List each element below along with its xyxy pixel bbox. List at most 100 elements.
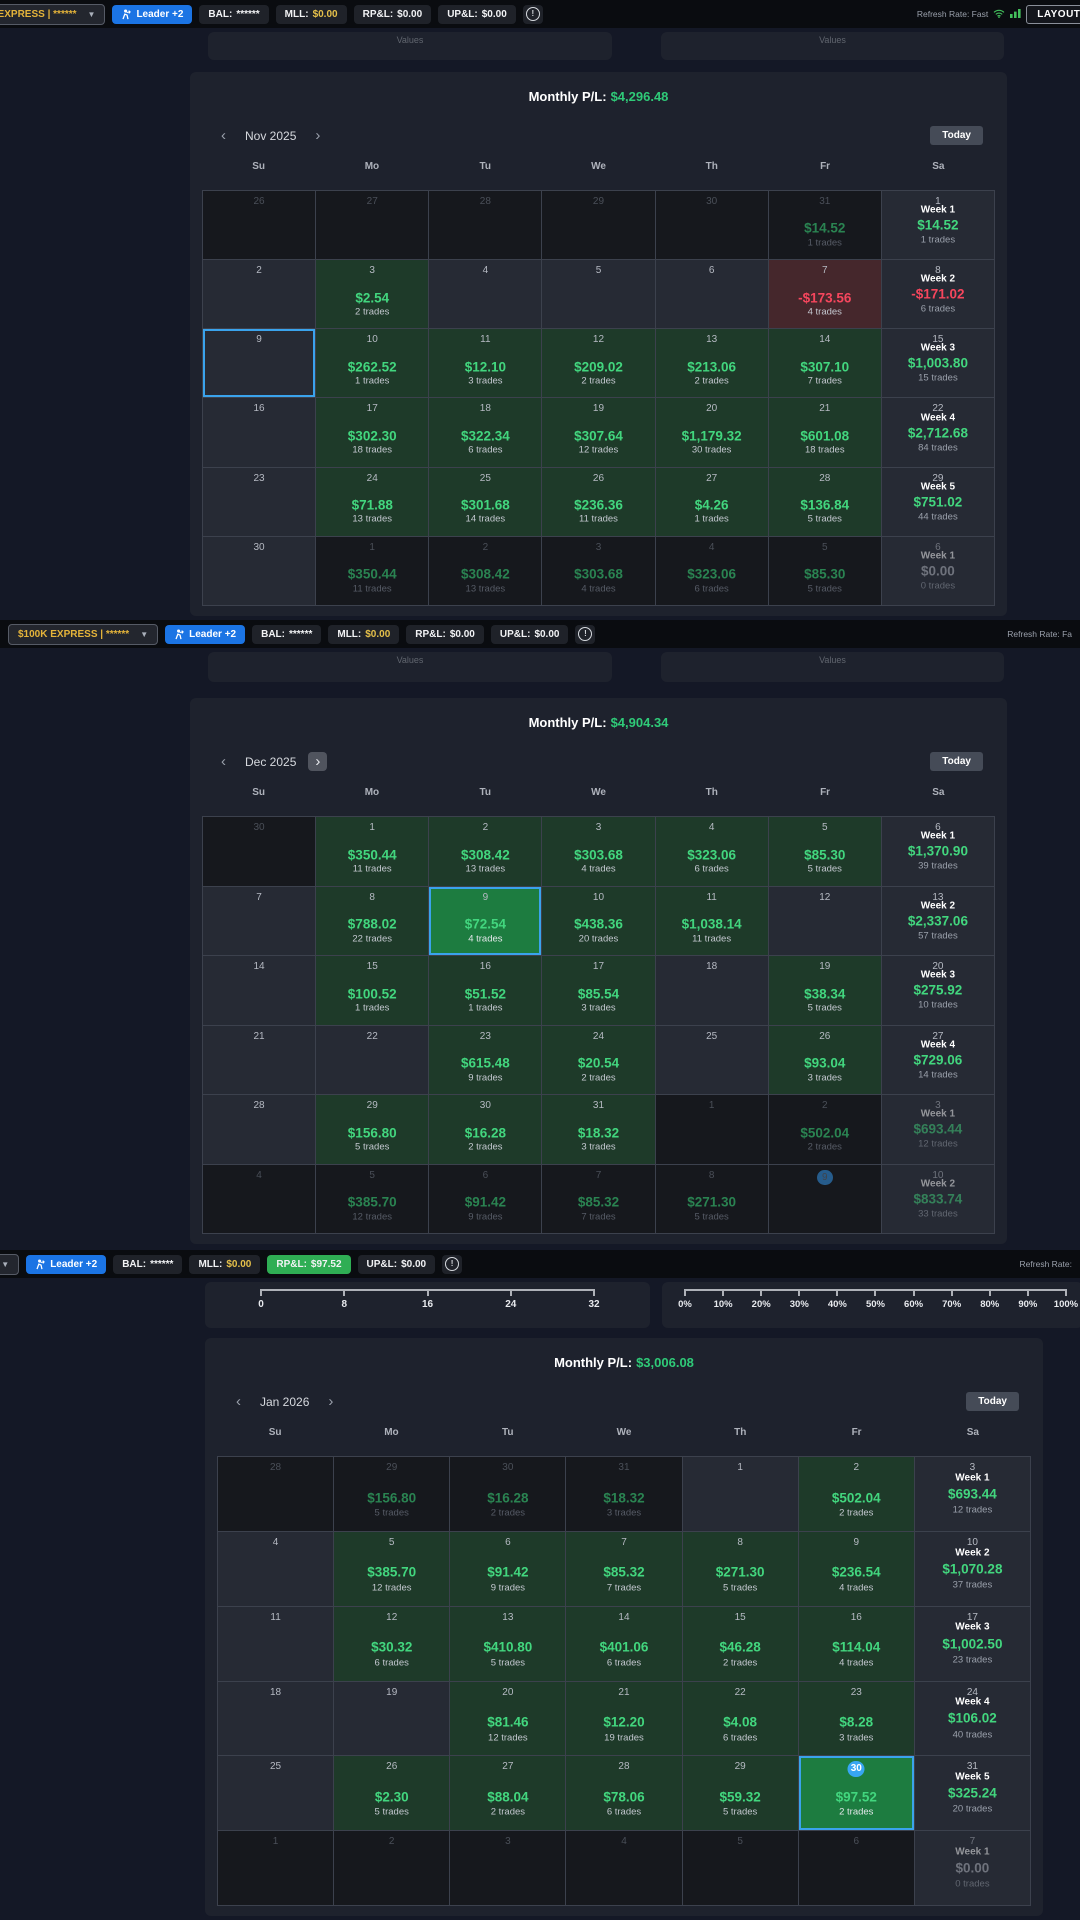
day-cell[interactable]: 29 $156.80 5 trades [334, 1457, 450, 1531]
day-cell[interactable]: 9 $72.54 4 trades [429, 886, 542, 955]
prev-month-button[interactable]: ‹ [236, 1393, 241, 1410]
day-cell[interactable]: 4 [203, 1164, 316, 1233]
day-cell[interactable]: 5 $85.30 5 trades [768, 817, 881, 886]
day-cell[interactable]: 31 $18.32 3 trades [566, 1457, 682, 1531]
day-cell[interactable]: 19 $38.34 5 trades [768, 956, 881, 1025]
leader-button[interactable]: Leader +2 [165, 624, 246, 644]
day-cell[interactable]: 4 $323.06 6 trades [655, 817, 768, 886]
day-cell[interactable]: 5 $385.70 12 trades [316, 1164, 429, 1233]
day-cell[interactable]: 18 $322.34 6 trades [429, 398, 542, 467]
day-cell[interactable]: 26 $93.04 3 trades [768, 1025, 881, 1094]
day-cell[interactable]: 9 [768, 1164, 881, 1233]
day-cell[interactable]: 30 $16.28 2 trades [450, 1457, 566, 1531]
day-cell[interactable]: 1 [218, 1831, 334, 1905]
day-cell[interactable]: 27 $4.26 1 trades [655, 467, 768, 536]
day-cell[interactable]: 21 $601.08 18 trades [768, 398, 881, 467]
day-cell[interactable]: 2 $308.42 13 trades [429, 817, 542, 886]
day-cell[interactable]: 11 [218, 1606, 334, 1681]
day-cell[interactable]: 30 $16.28 2 trades [429, 1095, 542, 1164]
next-month-button[interactable]: › [308, 752, 328, 771]
day-cell[interactable]: 26 [203, 191, 316, 260]
day-cell[interactable]: 28 [218, 1457, 334, 1531]
day-cell[interactable]: 30 $97.52 2 trades [798, 1756, 914, 1831]
day-cell[interactable]: 16 [203, 398, 316, 467]
next-month-button[interactable]: › [328, 1393, 334, 1410]
day-cell[interactable]: 30 [203, 817, 316, 886]
day-cell[interactable]: 29 $59.32 5 trades [682, 1756, 798, 1831]
day-cell[interactable]: 7 $85.32 7 trades [542, 1164, 655, 1233]
day-cell[interactable]: 28 $136.84 5 trades [768, 467, 881, 536]
day-cell[interactable]: 2 [334, 1831, 450, 1905]
day-cell[interactable]: 5 [682, 1831, 798, 1905]
day-cell[interactable]: 2 $308.42 13 trades [429, 536, 542, 605]
day-cell[interactable]: 2 $502.04 2 trades [768, 1095, 881, 1164]
account-selector[interactable]: $100K EXPRESS | ****** ▼ [8, 623, 159, 645]
day-cell[interactable]: 9 [203, 329, 316, 398]
day-cell[interactable]: 9 $236.54 4 trades [798, 1531, 914, 1606]
day-cell[interactable]: 5 [542, 260, 655, 329]
day-cell[interactable]: 6 [655, 260, 768, 329]
day-cell[interactable]: 13 $410.80 5 trades [450, 1606, 566, 1681]
account-selector[interactable]: 0K EXPRESS | ****** ▼ [0, 3, 106, 25]
today-button[interactable]: Today [966, 1392, 1019, 1411]
day-cell[interactable]: 7 $85.32 7 trades [566, 1531, 682, 1606]
info-button[interactable]: ! [522, 4, 543, 24]
day-cell[interactable]: 29 $156.80 5 trades [316, 1095, 429, 1164]
day-cell[interactable]: 6 $91.42 9 trades [450, 1531, 566, 1606]
day-cell[interactable]: 5 $385.70 12 trades [334, 1531, 450, 1606]
day-cell[interactable]: 12 $209.02 2 trades [542, 329, 655, 398]
day-cell[interactable]: 4 $323.06 6 trades [655, 536, 768, 605]
day-cell[interactable]: 30 [655, 191, 768, 260]
day-cell[interactable]: 27 $88.04 2 trades [450, 1756, 566, 1831]
day-cell[interactable]: 27 [316, 191, 429, 260]
day-cell[interactable]: 31 $18.32 3 trades [542, 1095, 655, 1164]
day-cell[interactable]: 15 $46.28 2 trades [682, 1606, 798, 1681]
today-button[interactable]: Today [930, 126, 983, 145]
day-cell[interactable]: 26 $2.30 5 trades [334, 1756, 450, 1831]
day-cell[interactable]: 17 $302.30 18 trades [316, 398, 429, 467]
day-cell[interactable]: 6 $91.42 9 trades [429, 1164, 542, 1233]
day-cell[interactable]: 28 [203, 1095, 316, 1164]
day-cell[interactable]: 12 [768, 886, 881, 955]
day-cell[interactable]: 20 $1,179.32 30 trades [655, 398, 768, 467]
day-cell[interactable]: 17 $85.54 3 trades [542, 956, 655, 1025]
day-cell[interactable]: 22 [316, 1025, 429, 1094]
prev-month-button[interactable]: ‹ [221, 753, 226, 770]
day-cell[interactable]: 26 $236.36 11 trades [542, 467, 655, 536]
day-cell[interactable]: 21 [203, 1025, 316, 1094]
day-cell[interactable]: 14 $401.06 6 trades [566, 1606, 682, 1681]
day-cell[interactable]: 20 $81.46 12 trades [450, 1681, 566, 1756]
day-cell[interactable]: 28 [429, 191, 542, 260]
day-cell[interactable]: 11 $1,038.14 11 trades [655, 886, 768, 955]
day-cell[interactable]: 24 $20.54 2 trades [542, 1025, 655, 1094]
day-cell[interactable]: 4 [566, 1831, 682, 1905]
day-cell[interactable]: 5 $85.30 5 trades [768, 536, 881, 605]
day-cell[interactable]: 8 $271.30 5 trades [682, 1531, 798, 1606]
day-cell[interactable]: 14 [203, 956, 316, 1025]
day-cell[interactable]: 18 [218, 1681, 334, 1756]
day-cell[interactable]: 19 [334, 1681, 450, 1756]
day-cell[interactable]: 19 $307.64 12 trades [542, 398, 655, 467]
day-cell[interactable]: 22 $4.08 6 trades [682, 1681, 798, 1756]
day-cell[interactable]: 8 $788.02 22 trades [316, 886, 429, 955]
slider-scale[interactable]: 0 8 16 24 32 [258, 1289, 600, 1310]
day-cell[interactable]: 16 $114.04 4 trades [798, 1606, 914, 1681]
day-cell[interactable]: 1 [682, 1457, 798, 1531]
day-cell[interactable]: 23 $615.48 9 trades [429, 1025, 542, 1094]
day-cell[interactable]: 14 $307.10 7 trades [768, 329, 881, 398]
layout-button[interactable]: LAYOUT | [1026, 4, 1080, 24]
day-cell[interactable]: 13 $213.06 2 trades [655, 329, 768, 398]
info-button[interactable]: ! [575, 624, 596, 644]
day-cell[interactable]: 3 [450, 1831, 566, 1905]
day-cell[interactable]: 3 $2.54 2 trades [316, 260, 429, 329]
day-cell[interactable]: 1 [655, 1095, 768, 1164]
day-cell[interactable]: 15 $100.52 1 trades [316, 956, 429, 1025]
day-cell[interactable]: 2 $502.04 2 trades [798, 1457, 914, 1531]
day-cell[interactable]: 7 -$173.56 4 trades [768, 260, 881, 329]
day-cell[interactable]: 30 [203, 536, 316, 605]
day-cell[interactable]: 1 $350.44 11 trades [316, 817, 429, 886]
day-cell[interactable]: 18 [655, 956, 768, 1025]
next-month-button[interactable]: › [315, 127, 321, 144]
slider-scale[interactable]: 0% 10% 20% 30% 40% 50% 60% 70% 80% 90% 100% [678, 1289, 1078, 1310]
day-cell[interactable]: 28 $78.06 6 trades [566, 1756, 682, 1831]
